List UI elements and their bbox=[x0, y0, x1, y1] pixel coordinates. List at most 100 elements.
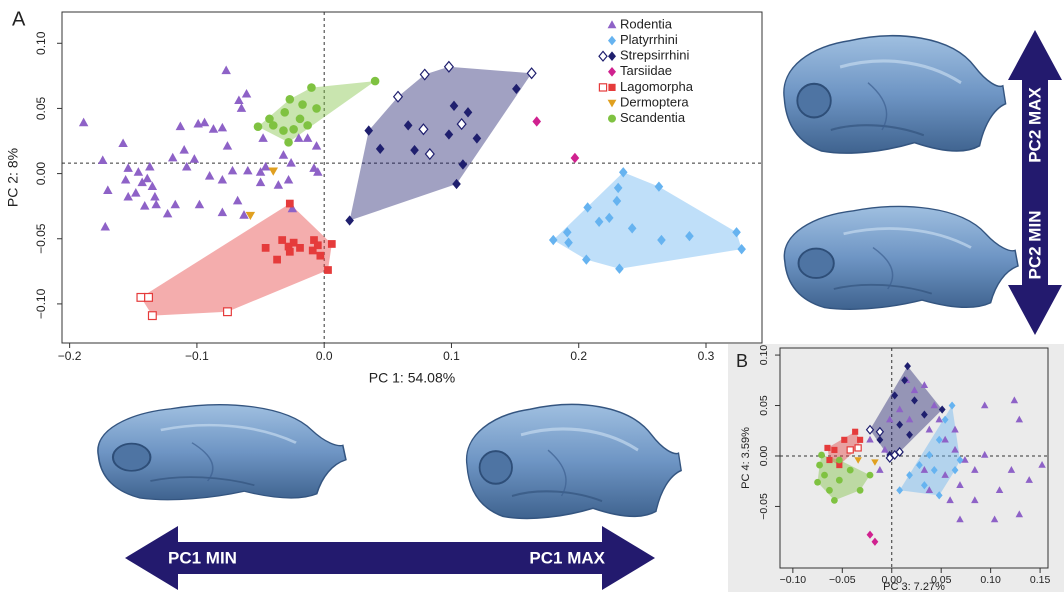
arrow-label: PC2 MIN bbox=[1025, 211, 1044, 280]
point bbox=[835, 456, 843, 464]
x-axis-label: PC 3: 7.27% bbox=[883, 581, 945, 592]
x-tick-label: 0.2 bbox=[570, 349, 587, 363]
point bbox=[896, 486, 904, 495]
point bbox=[1015, 510, 1024, 518]
point bbox=[920, 466, 929, 473]
y-tick-label: 0.10 bbox=[34, 31, 48, 55]
point bbox=[613, 182, 623, 194]
legend-label: Lagomorpha bbox=[620, 79, 694, 94]
point bbox=[857, 436, 864, 443]
point bbox=[548, 234, 558, 246]
point bbox=[268, 167, 279, 176]
point bbox=[826, 486, 833, 494]
point bbox=[313, 167, 323, 176]
point bbox=[162, 208, 173, 218]
point bbox=[189, 154, 200, 163]
point bbox=[463, 107, 473, 118]
point bbox=[911, 396, 918, 405]
legend-label: Strepsirrhini bbox=[620, 48, 689, 63]
point bbox=[118, 138, 128, 148]
point bbox=[895, 446, 904, 457]
y-axis-label: PC 2: 8% bbox=[5, 148, 21, 207]
point bbox=[261, 244, 270, 252]
point bbox=[289, 124, 298, 134]
point bbox=[150, 191, 160, 201]
point bbox=[273, 180, 284, 189]
arrow-label: PC1 MIN bbox=[168, 548, 237, 567]
point bbox=[846, 446, 854, 454]
point bbox=[147, 311, 157, 321]
x-tick-label: −0.05 bbox=[829, 574, 856, 586]
legend-marker bbox=[607, 99, 617, 108]
chart: −0.10 −0.05 0.00 0.05 0.10 0.15 −0.05 0.00 0.05 0… bbox=[736, 345, 1050, 592]
point bbox=[990, 515, 999, 523]
point bbox=[938, 405, 946, 414]
point bbox=[737, 244, 746, 255]
point bbox=[1038, 460, 1046, 468]
point bbox=[285, 199, 294, 208]
x-tick-label: 0.15 bbox=[1030, 574, 1051, 586]
legend-marker bbox=[608, 114, 616, 123]
point bbox=[935, 415, 943, 423]
point bbox=[906, 430, 913, 439]
x-tick-label: 0.1 bbox=[443, 349, 460, 363]
point bbox=[818, 451, 825, 459]
x-tick-label: −0.2 bbox=[58, 349, 82, 363]
point bbox=[618, 167, 628, 178]
legend-marker bbox=[607, 20, 617, 29]
point bbox=[866, 435, 874, 443]
point bbox=[410, 144, 419, 156]
point bbox=[866, 471, 874, 479]
point bbox=[151, 199, 161, 209]
point bbox=[227, 165, 238, 175]
point bbox=[935, 435, 943, 444]
skull-pc1-min bbox=[96, 403, 348, 502]
point bbox=[302, 133, 313, 142]
point bbox=[920, 381, 929, 389]
point bbox=[123, 191, 133, 201]
point bbox=[324, 266, 332, 274]
point bbox=[234, 95, 244, 105]
y-tick-label: −0.10 bbox=[34, 288, 48, 319]
skull-pc1-max bbox=[465, 402, 683, 520]
point bbox=[103, 185, 113, 194]
point bbox=[284, 138, 293, 147]
point bbox=[856, 486, 864, 494]
point bbox=[841, 436, 848, 443]
y-tick-label: −0.05 bbox=[758, 493, 770, 520]
point bbox=[876, 435, 884, 444]
point bbox=[830, 496, 838, 504]
point bbox=[854, 444, 862, 452]
point bbox=[951, 466, 959, 475]
point bbox=[657, 234, 666, 246]
point bbox=[826, 456, 833, 464]
point bbox=[308, 246, 317, 255]
point bbox=[97, 155, 108, 164]
point bbox=[1010, 396, 1019, 404]
x-tick-label: 0.0 bbox=[316, 349, 333, 363]
point bbox=[452, 178, 461, 190]
point bbox=[403, 120, 413, 131]
arrow-label: PC1 MAX bbox=[529, 548, 605, 567]
point bbox=[167, 152, 178, 162]
point bbox=[293, 133, 304, 142]
x-tick-label: 0.05 bbox=[931, 574, 952, 586]
point bbox=[956, 481, 964, 488]
point bbox=[142, 173, 153, 183]
point bbox=[904, 362, 911, 371]
point bbox=[285, 95, 295, 104]
point bbox=[685, 230, 694, 242]
point bbox=[243, 165, 253, 175]
plot-frame bbox=[779, 347, 1049, 569]
point bbox=[875, 426, 885, 437]
point bbox=[100, 221, 111, 231]
point bbox=[284, 242, 293, 251]
point bbox=[443, 60, 454, 73]
point bbox=[564, 237, 573, 248]
skull-pc2-min bbox=[782, 205, 1020, 311]
point bbox=[472, 133, 482, 144]
point bbox=[217, 122, 228, 132]
point bbox=[78, 117, 89, 127]
point bbox=[312, 104, 321, 113]
point bbox=[865, 424, 875, 435]
